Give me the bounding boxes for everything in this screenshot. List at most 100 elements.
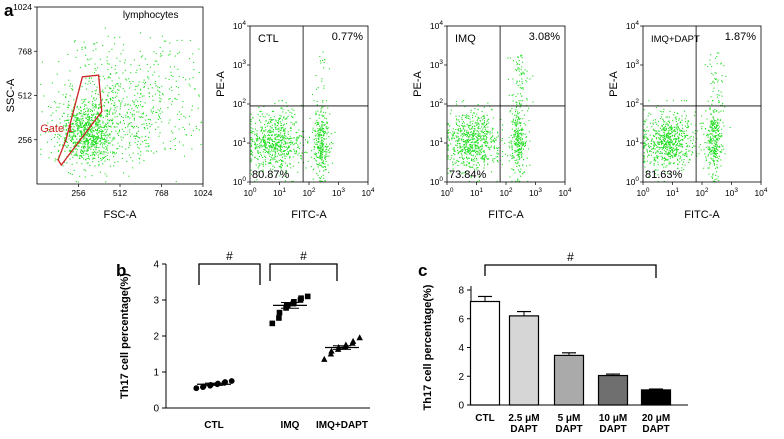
cell-dot xyxy=(107,94,109,96)
cell-dot xyxy=(685,155,687,157)
cell-dot xyxy=(147,143,149,145)
cell-dot xyxy=(328,151,330,153)
cell-dot xyxy=(54,160,56,162)
cell-dot xyxy=(714,148,716,150)
cell-dot xyxy=(515,139,517,141)
cell-dot xyxy=(473,143,475,145)
cell-dot xyxy=(643,160,645,162)
cell-dot xyxy=(258,156,260,158)
cell-dot xyxy=(671,144,673,146)
cell-dot xyxy=(457,152,459,154)
cell-dot xyxy=(258,146,260,148)
cell-dot xyxy=(323,138,325,140)
cell-dot xyxy=(266,147,268,149)
cell-dot xyxy=(324,133,326,135)
cell-dot xyxy=(721,95,723,97)
cell-dot xyxy=(270,144,272,146)
cell-dot xyxy=(274,134,276,136)
cell-dot xyxy=(111,91,113,93)
cell-dot xyxy=(665,151,667,153)
cell-dot xyxy=(58,155,60,157)
cell-dot xyxy=(471,150,473,152)
cell-dot xyxy=(710,138,712,140)
cell-dot xyxy=(290,137,292,139)
cell-dot xyxy=(82,119,84,121)
cell-dot xyxy=(319,128,321,130)
cell-dot xyxy=(84,176,86,178)
cell-dot xyxy=(461,117,463,119)
cell-dot xyxy=(103,104,105,106)
cell-dot xyxy=(52,112,54,114)
x-axis-label: FSC-A xyxy=(104,209,138,221)
cell-dot xyxy=(680,151,682,153)
cell-dot xyxy=(104,125,106,127)
cell-dot xyxy=(324,169,326,171)
cell-dot xyxy=(276,173,278,175)
cell-dot xyxy=(271,111,273,113)
cell-dot xyxy=(139,143,141,145)
cell-dot xyxy=(76,114,78,116)
cell-dot xyxy=(132,115,134,117)
cell-dot xyxy=(501,140,503,142)
cell-dot xyxy=(481,130,483,132)
cell-dot xyxy=(104,102,106,104)
cell-dot xyxy=(515,142,517,144)
cell-dot xyxy=(454,150,456,152)
cell-dot xyxy=(115,65,117,67)
cell-dot xyxy=(689,159,691,161)
cell-dot xyxy=(112,97,114,99)
upper-right-percent: 1.87% xyxy=(725,31,756,43)
cell-dot xyxy=(666,145,668,147)
cell-dot xyxy=(94,117,96,119)
cell-dot xyxy=(468,126,470,128)
cell-dot xyxy=(95,138,97,140)
cell-dot xyxy=(72,123,74,125)
cell-dot xyxy=(276,155,278,157)
cell-dot xyxy=(320,153,322,155)
cell-dot xyxy=(670,142,672,144)
cell-dot xyxy=(463,148,465,150)
cell-dot xyxy=(451,133,453,135)
cell-dot xyxy=(102,131,104,133)
cell-dot xyxy=(677,164,679,166)
cell-dot xyxy=(709,153,711,155)
cell-dot xyxy=(258,136,260,138)
cell-dot xyxy=(100,116,102,118)
cell-dot xyxy=(716,144,718,146)
cell-dot xyxy=(324,163,326,165)
cell-dot xyxy=(487,158,489,160)
cell-dot xyxy=(520,175,522,177)
cell-dot xyxy=(520,103,522,105)
cell-dot xyxy=(470,176,472,178)
cell-dot xyxy=(456,123,458,125)
cell-dot xyxy=(165,40,167,42)
cell-dot xyxy=(271,119,273,121)
cell-dot xyxy=(320,155,322,157)
cell-dot xyxy=(322,51,324,53)
cell-dot xyxy=(169,66,171,68)
cell-dot xyxy=(710,96,712,98)
cell-dot xyxy=(713,160,715,162)
x-axis-label: FITC-A xyxy=(291,209,327,221)
cell-dot xyxy=(479,149,481,151)
cell-dot xyxy=(662,134,664,136)
cell-dot xyxy=(718,155,720,157)
cell-dot xyxy=(447,148,449,150)
cell-dot xyxy=(467,132,469,134)
cell-dot xyxy=(119,114,121,116)
cell-dot xyxy=(91,120,93,122)
cell-dot xyxy=(317,110,319,112)
cell-dot xyxy=(88,158,90,160)
cell-dot xyxy=(278,160,280,162)
cell-dot xyxy=(97,128,99,130)
cell-dot xyxy=(281,164,283,166)
cell-dot xyxy=(287,147,289,149)
cell-dot xyxy=(75,153,77,155)
cell-dot xyxy=(73,130,75,132)
y-tick-label: 512 xyxy=(18,91,32,101)
cell-dot xyxy=(711,153,713,155)
cell-dot xyxy=(103,91,105,93)
cell-dot xyxy=(680,145,682,147)
cell-dot xyxy=(519,106,521,108)
cell-dot xyxy=(655,144,657,146)
